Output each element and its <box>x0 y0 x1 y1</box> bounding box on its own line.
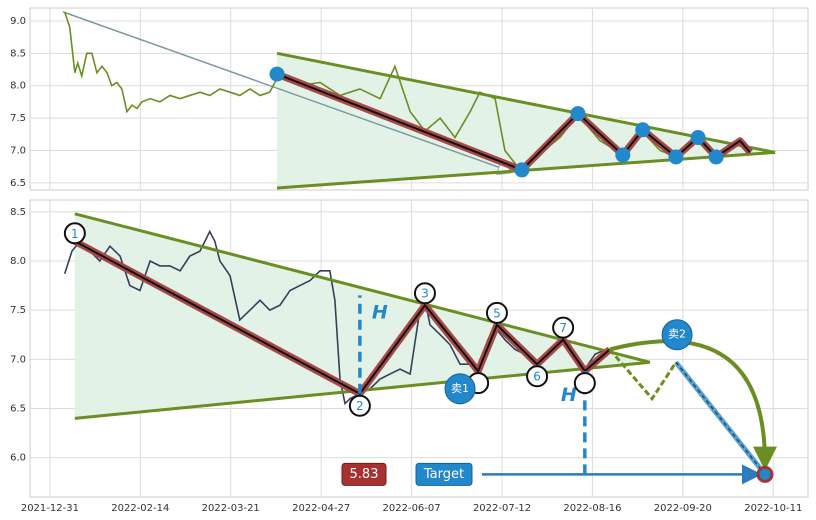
y-tick-label: 6.0 <box>10 453 26 464</box>
drop-line-core <box>675 361 766 475</box>
x-tick-label: 2022-09-20 <box>654 503 712 514</box>
height-label: H <box>561 384 577 406</box>
y-tick-label: 8.5 <box>10 48 26 59</box>
x-tick-label: 2022-08-16 <box>563 503 621 514</box>
pivot-dot <box>514 162 530 178</box>
y-tick-label: 7.0 <box>10 354 26 365</box>
pivot-marker <box>485 301 508 324</box>
sell-marker <box>661 319 693 351</box>
sell-marker <box>444 373 476 405</box>
sell-label: 卖1 <box>451 382 469 395</box>
y-tick-label: 7.5 <box>10 113 26 124</box>
x-tick-label: 2022-10-11 <box>744 503 802 514</box>
target-box <box>415 462 473 486</box>
target-value-box <box>341 462 387 486</box>
pivot-marker <box>413 282 436 305</box>
pivot-marker <box>552 316 575 339</box>
pivot-dot <box>668 149 684 165</box>
x-tick-label: 2022-07-12 <box>473 503 531 514</box>
pivot-dot <box>615 147 631 163</box>
y-tick-label: 9.0 <box>10 16 26 27</box>
trend-line <box>74 212 651 364</box>
height-label: H <box>372 302 388 324</box>
target-point <box>756 465 774 483</box>
pivot-label: 7 <box>559 321 567 335</box>
y-tick-label: 7.0 <box>10 145 26 156</box>
pivot-label: 1 <box>71 227 79 241</box>
y-tick-label: 6.5 <box>10 178 26 189</box>
x-tick-label: 2022-06-07 <box>383 503 441 514</box>
pivot-label: 6 <box>533 370 541 384</box>
target-text: Target <box>423 467 464 482</box>
pivot-marker <box>573 372 596 395</box>
price-line <box>63 229 606 406</box>
pivot-dot <box>570 106 586 122</box>
x-tick-label: 2022-04-27 <box>292 503 350 514</box>
pivot-label: 3 <box>421 287 429 301</box>
x-tick-label: 2022-03-21 <box>202 503 260 514</box>
pivot-label: 2 <box>356 399 364 413</box>
triangle-fill <box>74 213 650 419</box>
pivot-dot <box>690 130 706 146</box>
pivot-marker <box>526 365 549 388</box>
zigzag-core <box>276 73 751 172</box>
y-tick-label: 8.0 <box>10 256 26 267</box>
projection <box>608 348 678 402</box>
x-tick-label: 2022-02-14 <box>111 503 169 514</box>
sell-label: 卖2 <box>668 328 686 341</box>
guide-arrow <box>62 11 510 171</box>
x-tick-label: 2021-12-31 <box>21 503 79 514</box>
pivot-label: 5 <box>493 306 501 320</box>
y-tick-label: 8.0 <box>10 81 26 92</box>
y-tick-label: 7.5 <box>10 305 26 316</box>
target-value: 5.83 <box>350 467 379 482</box>
curve-arrow <box>609 339 777 471</box>
zigzag-core <box>74 240 611 396</box>
pivot-marker <box>63 222 86 245</box>
pivot-dot <box>269 66 285 82</box>
y-tick-label: 8.5 <box>10 207 26 218</box>
pivot-dot <box>635 122 651 138</box>
y-tick-label: 6.5 <box>10 403 26 414</box>
pivot-marker <box>348 394 371 417</box>
pivot-dot <box>708 149 724 165</box>
